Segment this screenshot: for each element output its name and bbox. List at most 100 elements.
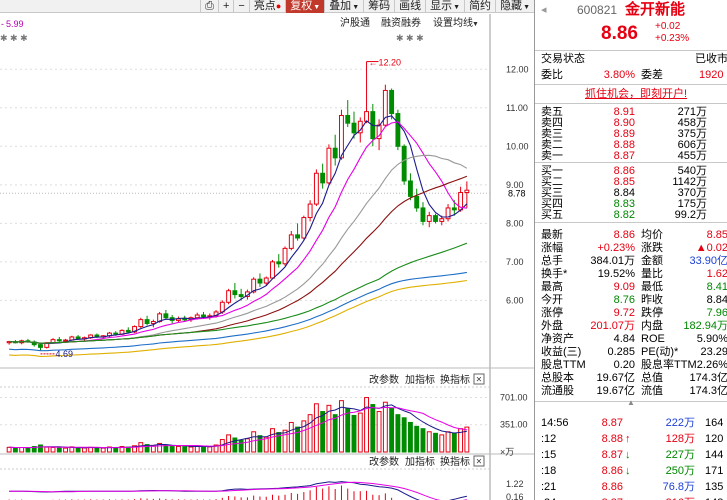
stock-code: 600821 <box>577 3 618 17</box>
candle[interactable] <box>226 288 232 305</box>
volume-bar <box>232 437 238 453</box>
candle[interactable] <box>282 246 288 266</box>
candle[interactable] <box>326 144 332 185</box>
candle[interactable] <box>163 310 169 320</box>
candle[interactable] <box>276 254 282 268</box>
candle[interactable] <box>270 259 275 280</box>
bid-row[interactable]: 买三 8.84 370万 <box>535 187 727 199</box>
ma60-line <box>9 242 468 344</box>
candle[interactable] <box>407 173 413 201</box>
candle[interactable] <box>433 213 438 224</box>
toolbar-item-3[interactable]: 亮点● <box>248 0 285 13</box>
candle[interactable] <box>263 276 269 286</box>
open-account-link[interactable]: 抓住机会，即刻开户! <box>585 88 688 100</box>
candle[interactable] <box>464 181 470 208</box>
zoom-out-icon: − <box>238 0 245 12</box>
toolbar-label: 筹码 <box>368 0 391 12</box>
zoom-out-button[interactable]: − <box>233 0 248 13</box>
candle[interactable] <box>395 109 401 151</box>
candle[interactable] <box>426 211 432 228</box>
zoom-in-button[interactable]: + <box>217 0 233 13</box>
candle-body <box>163 313 169 319</box>
price-tick-label: 12.00 <box>506 64 529 74</box>
candle[interactable] <box>320 163 326 189</box>
candle[interactable] <box>414 188 420 212</box>
volume-header-button[interactable]: 改参数 <box>369 373 399 386</box>
ask-row[interactable]: 卖四 8.90 458万 <box>535 117 727 129</box>
chart-area[interactable]: 12.00 11.00 10.00 9.00 8.00 7.00 6.00 8.78 -5.99… <box>0 14 534 500</box>
candle[interactable] <box>445 204 451 222</box>
candle[interactable] <box>351 111 357 139</box>
candle[interactable] <box>138 317 144 329</box>
bid-row[interactable]: 买五 8.82 99.2万 <box>535 209 727 221</box>
candle[interactable] <box>345 100 351 128</box>
candle[interactable] <box>125 327 131 334</box>
candle[interactable] <box>382 84 388 128</box>
chart-toolbar-button[interactable]: 沪股通 <box>340 16 370 29</box>
tick-arrow-icon: ↓ <box>625 465 631 477</box>
kline-chart[interactable]: 12.00 11.00 10.00 9.00 8.00 7.00 6.00 8.78 - 5.99… <box>0 14 534 500</box>
collapse-icon[interactable]: ▲ <box>627 398 635 407</box>
setting-dropdown-icon[interactable]: ▼ <box>472 21 479 28</box>
candle[interactable] <box>182 315 188 322</box>
candle[interactable] <box>295 223 301 241</box>
volume-bar <box>19 446 25 453</box>
volume-close-button[interactable] <box>473 373 485 385</box>
candle[interactable] <box>389 88 395 120</box>
candle-body <box>150 321 156 324</box>
toolbar-item-5[interactable]: 叠加▼ <box>324 0 363 13</box>
volume-header-button[interactable]: 加指标 <box>405 373 435 386</box>
candle-body <box>276 261 282 265</box>
macd-header-button[interactable]: 换指标 <box>440 455 470 468</box>
ask-row[interactable]: 卖一 8.87 455万 <box>535 150 727 162</box>
bid-row[interactable]: 买二 8.85 1142万 <box>535 176 727 188</box>
stat-value: 201.07万 <box>590 320 635 332</box>
macd-header-button[interactable]: 加指标 <box>405 455 435 468</box>
toolbar-label: 叠加 <box>329 0 352 12</box>
candle[interactable] <box>144 315 150 326</box>
candle[interactable] <box>38 342 43 351</box>
candle[interactable] <box>288 231 294 251</box>
volume-bar <box>364 397 369 453</box>
stat-row: 流通股 19.67亿 流值 174.3亿 <box>535 385 727 397</box>
toolbar-item-10[interactable]: 隐藏▼ <box>495 0 534 13</box>
bid-row[interactable]: 买一 8.86 540万 <box>535 165 727 177</box>
ask-row[interactable]: 卖五 8.91 271万 <box>535 106 727 118</box>
macd-header-button[interactable]: 改参数 <box>369 455 399 468</box>
ask-row[interactable]: 卖三 8.89 375万 <box>535 128 727 140</box>
candle[interactable] <box>420 202 426 226</box>
candle[interactable] <box>313 169 319 206</box>
ask-row[interactable]: 卖二 8.88 606万 <box>535 139 727 151</box>
candle-body <box>270 261 275 279</box>
candle-body <box>301 217 307 239</box>
toolbar-item-9[interactable]: 简约 <box>464 0 495 13</box>
candle[interactable] <box>401 144 407 185</box>
toolbar-item-7[interactable]: 画线 <box>394 0 425 13</box>
candle[interactable] <box>150 319 156 328</box>
print-button[interactable]: ⎙ <box>200 0 218 13</box>
candle[interactable] <box>339 109 344 160</box>
tick-count: 171 <box>705 465 724 477</box>
chart-toolbar-button[interactable]: 融资融券 <box>381 16 421 29</box>
candle[interactable] <box>307 200 313 222</box>
stat-value: 2.26% <box>696 359 727 371</box>
panel-arrow-icon[interactable]: ◂ <box>541 4 547 16</box>
candle[interactable] <box>56 336 62 342</box>
volume-header-button[interactable]: 换指标 <box>440 373 470 386</box>
candle[interactable] <box>232 283 238 299</box>
volume-bar <box>188 446 194 453</box>
candle[interactable] <box>301 215 307 240</box>
candle[interactable] <box>332 134 338 166</box>
toolbar-item-4[interactable]: 复权▼ <box>285 0 325 13</box>
candle[interactable] <box>238 288 244 301</box>
macd-close-button[interactable] <box>473 455 485 467</box>
weicha-label: 委差 <box>641 69 663 81</box>
stat-label: 外盘 <box>541 320 563 332</box>
toolbar-item-6[interactable]: 筹码 <box>363 0 394 13</box>
bid-row[interactable]: 买四 8.83 175万 <box>535 198 727 210</box>
chart-toolbar-button[interactable]: 设置均线 <box>433 16 473 29</box>
candle[interactable] <box>257 273 263 287</box>
toolbar-item-8[interactable]: 显示▼ <box>425 0 464 13</box>
volume-bar <box>94 447 100 453</box>
stat-value: 174.3亿 <box>689 372 727 384</box>
